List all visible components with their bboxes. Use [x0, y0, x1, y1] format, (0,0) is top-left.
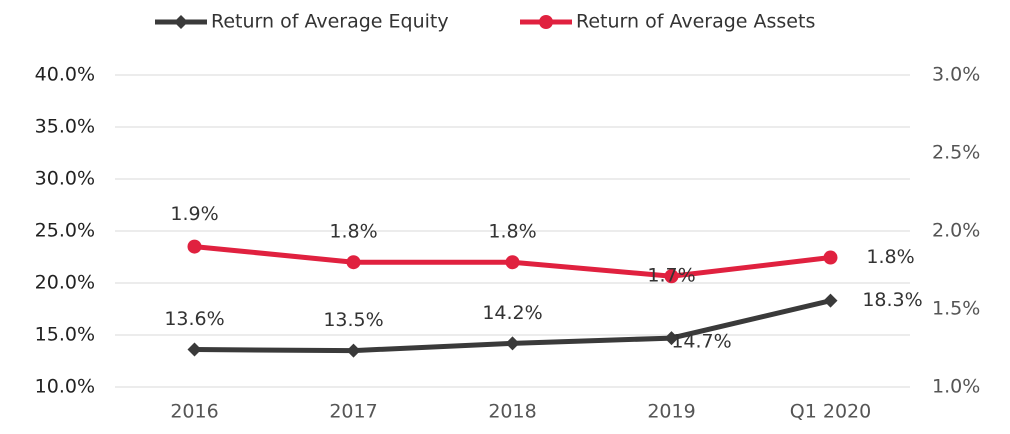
data-label: 1.8%	[488, 221, 536, 243]
marker	[346, 343, 361, 358]
y2-tick-label: 1.5%	[932, 298, 980, 320]
marker	[505, 336, 520, 351]
data-label: 1.7%	[647, 265, 695, 287]
y-tick-label: 15.0%	[35, 324, 95, 346]
x-tick-label: 2019	[647, 401, 695, 423]
y2-tick-label: 2.0%	[932, 220, 980, 242]
data-label: 1.8%	[866, 246, 914, 268]
legend-label: Return of Average Equity	[211, 11, 449, 33]
marker	[187, 239, 202, 254]
data-label: 13.5%	[323, 309, 383, 331]
y-tick-label: 30.0%	[35, 168, 95, 190]
legend-label: Return of Average Assets	[576, 11, 815, 33]
x-tick-label: Q1 2020	[790, 401, 871, 423]
marker	[664, 331, 679, 346]
x-tick-label: 2016	[170, 401, 218, 423]
data-label: 1.9%	[170, 203, 218, 225]
legend-marker	[174, 15, 188, 29]
data-label: 13.6%	[164, 308, 224, 330]
marker	[505, 255, 520, 270]
marker	[346, 255, 361, 270]
marker	[823, 250, 838, 265]
marker	[664, 269, 679, 284]
x-tick-label: 2018	[488, 401, 536, 423]
y-tick-label: 20.0%	[35, 272, 95, 294]
data-label: 18.3%	[862, 289, 922, 311]
marker	[187, 342, 202, 357]
y-tick-label: 25.0%	[35, 220, 95, 242]
x-tick-label: 2017	[329, 401, 377, 423]
data-label: 14.7%	[671, 331, 731, 353]
y2-tick-label: 3.0%	[932, 64, 980, 86]
data-label: 1.8%	[329, 221, 377, 243]
y2-tick-label: 2.5%	[932, 142, 980, 164]
y-tick-label: 35.0%	[35, 116, 95, 138]
data-label: 14.2%	[482, 302, 542, 324]
y2-tick-label: 1.0%	[932, 376, 980, 398]
legend-marker	[539, 15, 553, 29]
marker	[823, 293, 838, 308]
y-tick-label: 40.0%	[35, 64, 95, 86]
y-tick-label: 10.0%	[35, 376, 95, 398]
